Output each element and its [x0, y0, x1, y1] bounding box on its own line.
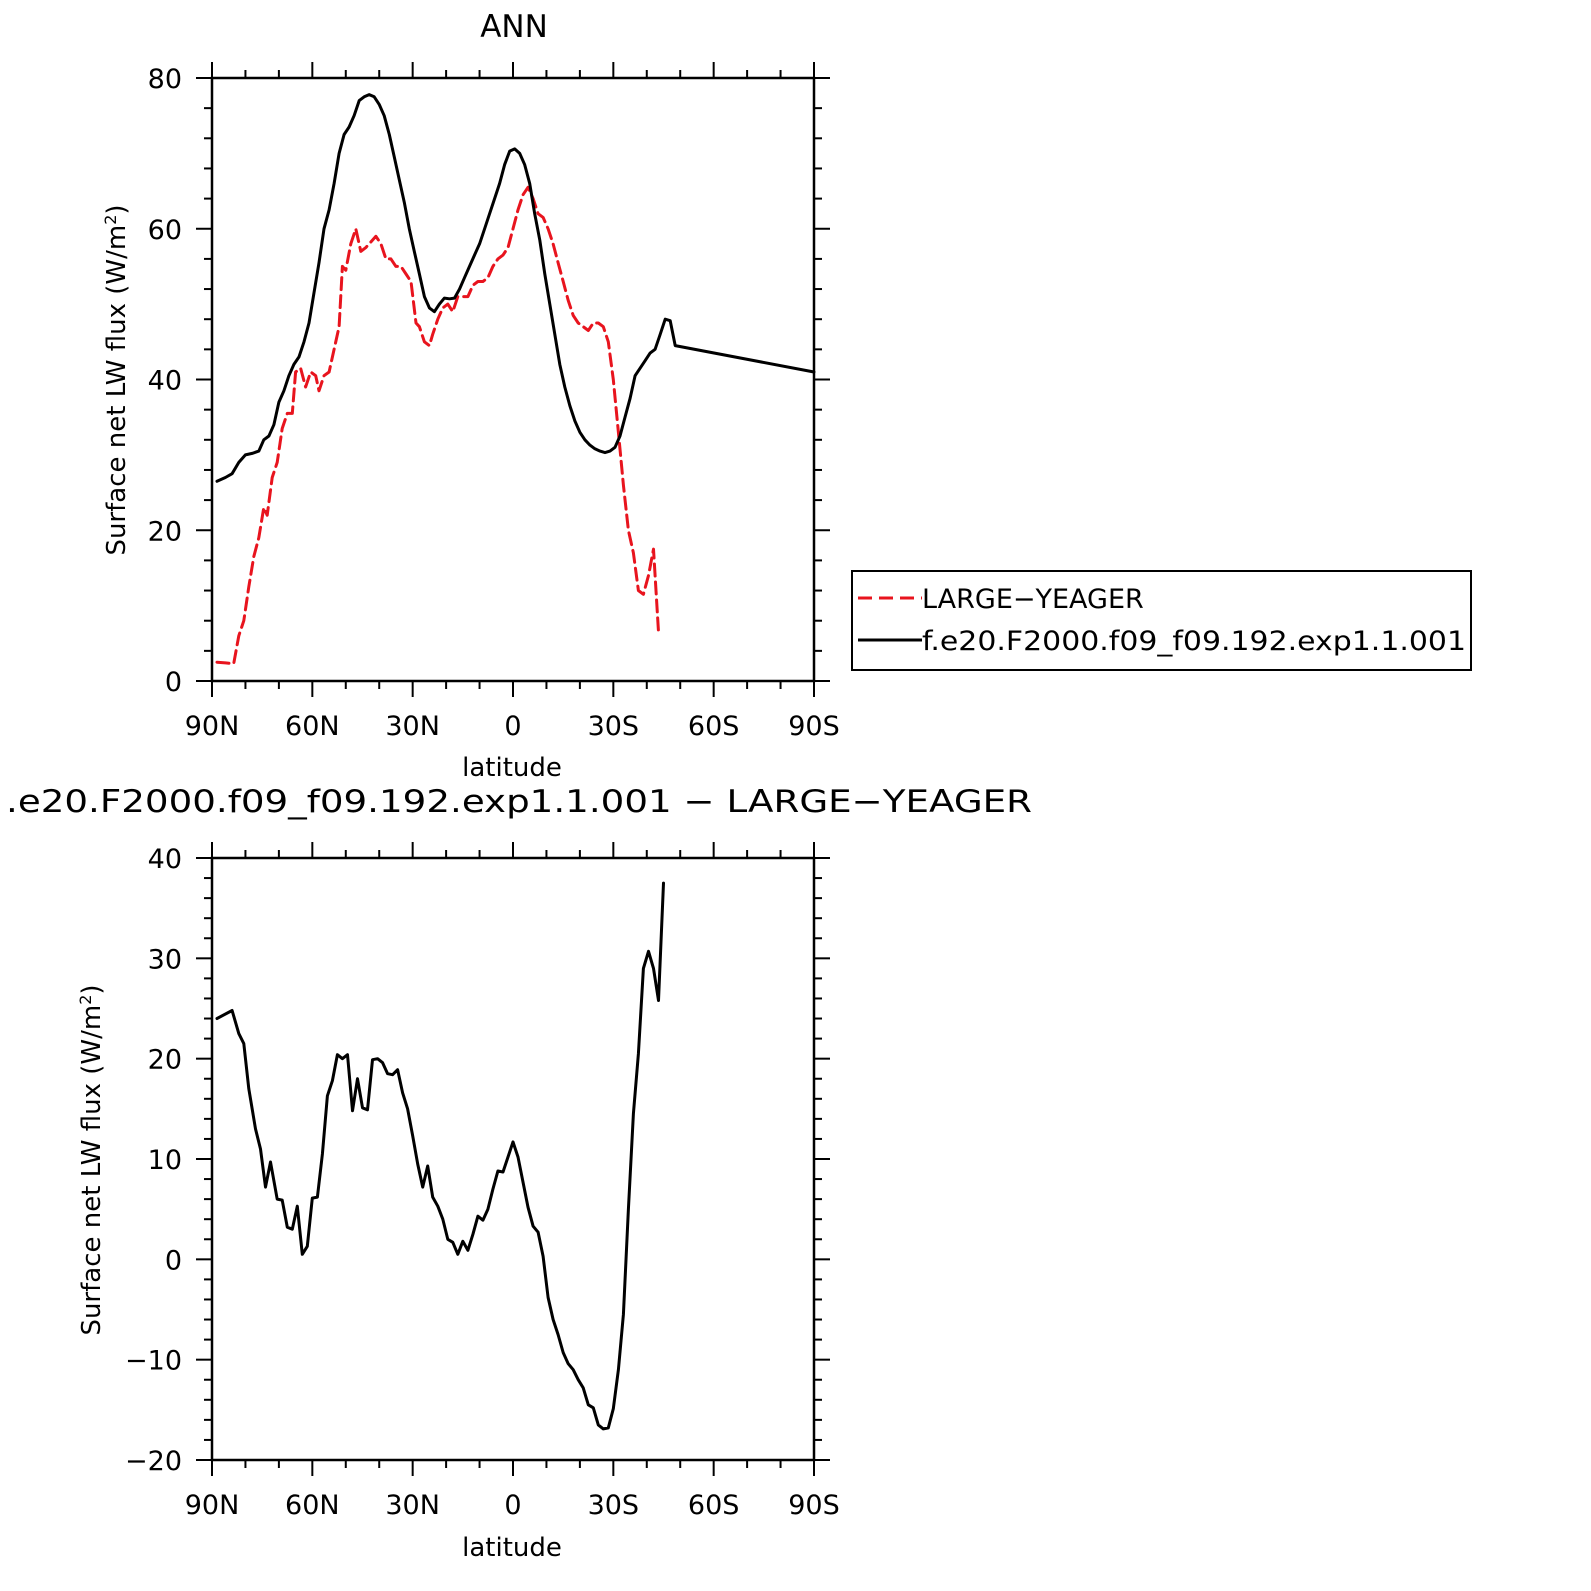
y-tick-label: 20	[148, 1045, 182, 1076]
axis-ticks	[196, 62, 830, 697]
x-tick-label: 60S	[688, 1490, 740, 1521]
axis-ticks	[196, 842, 830, 1476]
x-axis-label: latitude	[462, 1533, 562, 1563]
plot-frame	[210, 76, 816, 683]
y-tick-label: 30	[148, 944, 182, 975]
y-axis-label-superscript: 2	[76, 995, 95, 1005]
legend-label-large-yeager: LARGE−YEAGER	[922, 584, 1144, 615]
y-tick-label: 10	[148, 1145, 182, 1176]
top-panel: ANN 90N 60N 30N 0 30S 60S 90S 0 20 40 60 80 latitud…	[101, 9, 840, 783]
x-tick-label: 0	[504, 1490, 521, 1521]
y-axis-label: Surface net LW flux (W/m2)	[76, 984, 107, 1335]
y-axis-label-close: )	[102, 204, 132, 214]
series-line-0	[215, 881, 665, 1431]
y-axis-label-superscript: 2	[101, 215, 120, 225]
series-line-0	[215, 185, 660, 666]
x-tick-label: 60S	[688, 711, 740, 742]
x-tick-label: 90S	[788, 1490, 840, 1521]
tick-labels: 90N 60N 30N 0 30S 60S 90S −20 −10 0 10 20 30 40	[125, 844, 840, 1521]
y-tick-label: 20	[148, 516, 182, 547]
legend-label-model: f.e20.F2000.f09_f09.192.exp1.1.001	[922, 626, 1466, 657]
y-axis-label-text: Surface net LW flux (W/m	[102, 225, 132, 556]
y-tick-label: 0	[165, 667, 182, 698]
series-lines	[215, 881, 665, 1431]
y-axis-label-close: )	[77, 984, 107, 994]
x-axis-label: latitude	[462, 753, 562, 783]
bottom-panel: .e20.F2000.f09_f09.192.exp1.1.001 − LARG…	[6, 784, 1032, 1563]
legend: LARGE−YEAGER f.e20.F2000.f09_f09.192.exp…	[851, 570, 1472, 671]
x-tick-label: 30N	[385, 1490, 440, 1521]
x-tick-label: 60N	[285, 1490, 340, 1521]
legend-box	[851, 570, 1472, 671]
y-axis-label: Surface net LW flux (W/m2)	[101, 204, 132, 555]
x-tick-label: 90S	[788, 711, 840, 742]
x-tick-label: 90N	[185, 711, 240, 742]
y-tick-label: 60	[148, 215, 182, 246]
x-tick-label: 30N	[385, 711, 440, 742]
x-tick-label: 30S	[588, 1490, 640, 1521]
series-lines	[215, 93, 816, 666]
y-tick-label: −20	[125, 1446, 182, 1477]
x-tick-label: 90N	[185, 1490, 240, 1521]
x-tick-label: 60N	[285, 711, 340, 742]
y-tick-label: 0	[165, 1245, 182, 1276]
y-tick-label: −10	[125, 1346, 182, 1377]
x-tick-label: 30S	[588, 711, 640, 742]
y-axis-label-text: Surface net LW flux (W/m	[77, 1005, 107, 1336]
plot-title: ANN	[480, 9, 548, 45]
plot-title: .e20.F2000.f09_f09.192.exp1.1.001 − LARG…	[6, 784, 1032, 820]
y-tick-label: 80	[148, 64, 182, 95]
tick-labels: 90N 60N 30N 0 30S 60S 90S 0 20 40 60 80	[148, 64, 840, 742]
series-line-1	[215, 93, 816, 483]
plot-frame	[210, 856, 816, 1462]
x-tick-label: 0	[504, 711, 521, 742]
y-tick-label: 40	[148, 366, 182, 397]
y-tick-label: 40	[148, 844, 182, 875]
